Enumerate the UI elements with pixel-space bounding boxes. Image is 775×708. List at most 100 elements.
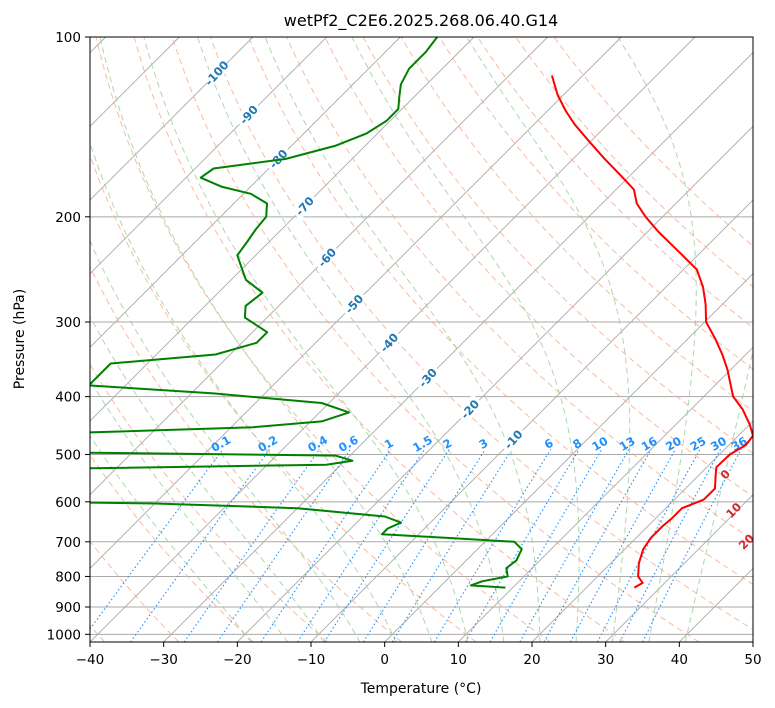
line-labels: 0.10.20.40.611.52346810131620253036-100-… bbox=[202, 58, 773, 584]
dry-adiabat bbox=[90, 153, 477, 642]
dry-adiabat bbox=[248, 37, 753, 586]
x-tick-label: 10 bbox=[450, 652, 467, 668]
x-tick-label: −40 bbox=[76, 652, 105, 668]
dry-adiabat-label-bg bbox=[234, 99, 262, 129]
mixing-ratio-label: 0.1 bbox=[209, 433, 234, 455]
mixing-ratio-line bbox=[489, 449, 603, 642]
dry-adiabat bbox=[90, 265, 403, 642]
mixing-ratio-label: 1.5 bbox=[410, 433, 435, 455]
mixing-ratio-line bbox=[433, 449, 552, 642]
isotherm bbox=[90, 37, 327, 275]
y-tick-label: 800 bbox=[55, 569, 81, 585]
moist-adiabat bbox=[143, 37, 469, 642]
mixing-ratio-label: 13 bbox=[617, 434, 638, 454]
dry-adiabat bbox=[400, 37, 753, 412]
moist-adiabat bbox=[99, 37, 433, 642]
dry-adiabat bbox=[90, 453, 254, 642]
isotherm bbox=[237, 125, 753, 642]
y-tick-label: 100 bbox=[55, 30, 81, 46]
isotherm bbox=[752, 641, 753, 642]
mixing-ratio-label: 2 bbox=[440, 436, 454, 452]
temperature-profile bbox=[550, 75, 753, 589]
moist-adiabat bbox=[466, 37, 631, 642]
mixing-ratio-line bbox=[216, 448, 351, 642]
moist-adiabat bbox=[264, 37, 541, 642]
x-axis-label: Temperature (°C) bbox=[360, 681, 482, 697]
dry-adiabat bbox=[95, 37, 551, 642]
isotherm bbox=[90, 37, 475, 422]
moist-adiabat bbox=[197, 37, 505, 642]
dry-adiabat bbox=[324, 37, 753, 498]
mixing-ratio-line bbox=[619, 449, 721, 642]
mixing-ratio-label: 30 bbox=[708, 434, 729, 454]
mixing-ratio-label: 16 bbox=[639, 434, 660, 454]
moist-adiabat-label: 20 bbox=[736, 531, 757, 552]
mixing-ratio-line bbox=[543, 449, 652, 642]
dry-adiabat-label-bg bbox=[339, 289, 368, 318]
y-tick-label: 900 bbox=[55, 600, 81, 616]
mixing-ratio-label: 36 bbox=[729, 434, 750, 454]
isotherm bbox=[605, 494, 753, 642]
isotherm bbox=[90, 37, 548, 496]
mixing-ratio-label: 10 bbox=[589, 434, 610, 454]
y-axis-label: Pressure (hPa) bbox=[12, 289, 28, 389]
x-tick-label: 30 bbox=[597, 652, 614, 668]
mixing-ratio-label: 1 bbox=[382, 436, 396, 452]
x-tick-label: 50 bbox=[744, 652, 761, 668]
x-tick-label: −30 bbox=[149, 652, 178, 668]
moist-adiabat bbox=[90, 315, 325, 642]
dry-adiabat bbox=[171, 37, 700, 642]
y-tick-label: 1000 bbox=[47, 627, 81, 643]
isotherm bbox=[90, 37, 401, 348]
moist-adiabat bbox=[684, 348, 753, 642]
mixing-ratio-line bbox=[260, 448, 392, 642]
dry-adiabat bbox=[438, 37, 753, 370]
y-axis: 100 200 300 400 500 600 700 800 900 1000 bbox=[47, 30, 90, 643]
y-tick-label: 200 bbox=[55, 210, 81, 226]
dry-adiabat bbox=[553, 37, 753, 247]
moist-adiabat bbox=[90, 141, 397, 642]
dry-adiabat-label-bg bbox=[498, 424, 527, 454]
moist-adiabat bbox=[351, 37, 580, 642]
y-tick-label: 700 bbox=[55, 535, 81, 551]
moist-adiabat bbox=[90, 378, 289, 642]
dry-adiabat-label-bg bbox=[312, 242, 341, 272]
x-tick-label: −10 bbox=[297, 652, 326, 668]
mixing-ratio-line bbox=[464, 449, 580, 642]
dry-adiabat-label-bg bbox=[455, 394, 484, 423]
dry-adiabat-label-bg bbox=[290, 191, 318, 220]
y-tick-label: 600 bbox=[55, 495, 81, 511]
dry-adiabat-label-bg bbox=[263, 143, 292, 173]
dry-adiabat-label-bg bbox=[202, 58, 230, 87]
moist-adiabat bbox=[90, 239, 361, 642]
x-tick-label: 0 bbox=[380, 652, 389, 668]
moist-adiabat bbox=[90, 434, 252, 642]
chart-title: wetPf2_C2E6.2025.268.06.40.G14 bbox=[284, 11, 558, 31]
mixing-ratio-line bbox=[642, 449, 742, 642]
mixing-ratio-line bbox=[297, 448, 426, 642]
moist-adiabat-label: 0 bbox=[718, 467, 734, 483]
dry-adiabat bbox=[362, 37, 753, 455]
mixing-ratio-line bbox=[519, 449, 630, 642]
isotherm bbox=[384, 273, 753, 642]
mixing-ratio-label: 25 bbox=[688, 434, 709, 454]
isotherm bbox=[458, 346, 753, 642]
isotherm bbox=[531, 420, 753, 642]
isotherm bbox=[90, 37, 254, 201]
mixing-ratio-label: 0.6 bbox=[336, 433, 361, 455]
isotherm bbox=[90, 37, 622, 569]
mixing-ratio-line bbox=[569, 449, 676, 642]
moist-adiabat bbox=[617, 37, 697, 642]
isotherm bbox=[310, 199, 753, 642]
x-axis: −40 −30 −20 −10 0 10 20 30 40 50 bbox=[76, 642, 762, 668]
mixing-ratio-line bbox=[596, 449, 701, 642]
isotherm bbox=[679, 567, 753, 642]
x-tick-label: 20 bbox=[523, 652, 540, 668]
dry-adiabat-label-bg bbox=[374, 327, 403, 357]
dry-adiabat bbox=[515, 37, 753, 288]
mixing-ratio-label: 3 bbox=[476, 436, 490, 452]
moist-adiabat-label: 30 bbox=[752, 563, 773, 584]
background-lines bbox=[90, 37, 753, 642]
mixing-ratio-label: 0.2 bbox=[255, 433, 280, 455]
